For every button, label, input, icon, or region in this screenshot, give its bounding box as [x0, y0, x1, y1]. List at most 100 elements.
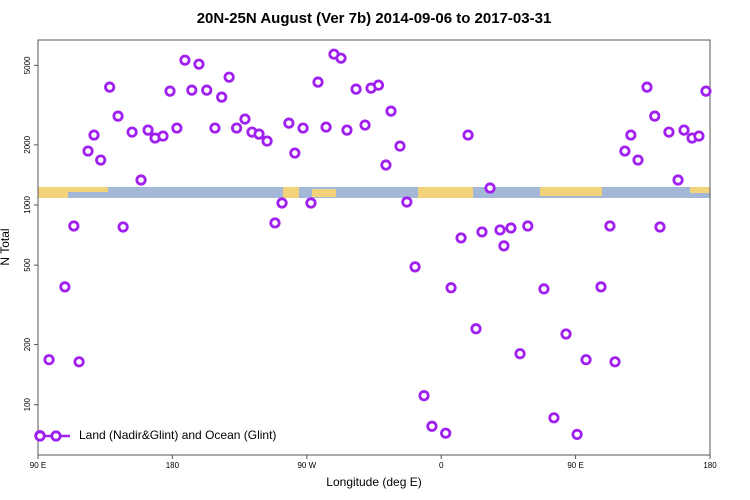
- data-point: [484, 182, 496, 194]
- map-band: [38, 187, 710, 198]
- data-point: [672, 174, 684, 186]
- data-point: [372, 79, 385, 91]
- data-point: [95, 154, 107, 166]
- data-point: [73, 356, 85, 368]
- data-point: [201, 84, 213, 96]
- legend: Land (Nadir&Glint) and Ocean (Glint): [34, 428, 276, 442]
- data-point: [604, 220, 616, 232]
- y-axis-label: N Total: [0, 228, 12, 265]
- data-point: [609, 356, 621, 368]
- data-point: [186, 84, 198, 96]
- data-point: [409, 261, 421, 273]
- data-point: [476, 226, 488, 238]
- data-point: [112, 110, 124, 122]
- data-point: [455, 232, 467, 244]
- data-point: [239, 113, 251, 125]
- data-point: [538, 283, 550, 295]
- data-point: [276, 197, 288, 209]
- data-point: [649, 110, 661, 122]
- data-point: [297, 122, 309, 134]
- legend-marker: [34, 430, 46, 442]
- y-tick-label: 5000: [23, 56, 32, 74]
- y-tick-label: 2000: [23, 135, 32, 153]
- data-point: [505, 222, 517, 234]
- data-point: [142, 124, 154, 136]
- data-point: [193, 58, 205, 70]
- data-point: [380, 159, 392, 171]
- data-point: [678, 124, 690, 136]
- data-point: [223, 71, 235, 83]
- data-point: [320, 121, 332, 133]
- x-tick-label: 180: [703, 461, 717, 470]
- data-point: [171, 122, 183, 134]
- x-tick-label: 180: [166, 461, 180, 470]
- data-point: [312, 76, 324, 88]
- data-point: [498, 240, 510, 252]
- data-point: [350, 83, 362, 95]
- data-point: [157, 130, 169, 142]
- data-point: [305, 197, 317, 209]
- data-point: [693, 130, 705, 142]
- legend-marker: [50, 430, 62, 442]
- data-point: [104, 81, 116, 93]
- legend-label: Land (Nadir&Glint) and Ocean (Glint): [79, 428, 276, 442]
- data-point: [654, 221, 666, 233]
- data-point: [231, 122, 243, 134]
- data-point: [571, 428, 583, 441]
- data-point: [359, 119, 371, 131]
- x-tick-label: 90 W: [297, 461, 316, 470]
- data-point: [261, 135, 273, 147]
- y-tick-label: 500: [23, 258, 32, 272]
- data-point: [595, 281, 607, 293]
- y-tick-label: 1000: [23, 196, 32, 214]
- data-point: [700, 85, 712, 97]
- data-point: [179, 54, 191, 66]
- data-point: [625, 129, 637, 141]
- x-axis-label: Longitude (deg E): [326, 475, 421, 489]
- y-tick-label: 100: [23, 397, 32, 411]
- data-point: [426, 420, 438, 432]
- data-point: [335, 52, 347, 64]
- data-point: [209, 122, 221, 134]
- data-point: [548, 412, 560, 424]
- data-point: [216, 91, 228, 103]
- data-point: [418, 390, 430, 402]
- data-point: [470, 323, 482, 335]
- data-point: [641, 81, 653, 93]
- data-point: [522, 220, 534, 232]
- data-point: [289, 147, 301, 159]
- data-point: [59, 281, 71, 293]
- data-point: [632, 154, 644, 166]
- data-point: [401, 196, 413, 208]
- x-tick-label: 90 E: [30, 461, 46, 470]
- data-point: [283, 117, 295, 129]
- chart-title: 20N-25N August (Ver 7b) 2014-09-06 to 20…: [197, 10, 552, 27]
- plot-frame: [37, 39, 711, 456]
- data-point: [269, 217, 281, 229]
- data-point: [619, 145, 631, 157]
- x-tick-label: 90 E: [567, 461, 583, 470]
- data-point: [445, 282, 457, 294]
- data-point: [440, 427, 452, 439]
- data-point: [494, 224, 506, 236]
- data-point: [82, 145, 94, 157]
- data-point: [580, 354, 592, 366]
- data-point: [663, 126, 675, 138]
- data-point: [135, 174, 147, 186]
- data-point: [253, 128, 265, 140]
- data-point: [164, 85, 176, 97]
- data-point: [560, 328, 572, 340]
- data-point: [462, 129, 474, 141]
- data-point: [68, 220, 80, 232]
- x-tick-label: 0: [439, 461, 444, 470]
- data-point: [394, 140, 406, 152]
- data-point: [514, 348, 526, 360]
- data-point: [341, 124, 353, 136]
- data-point: [88, 129, 100, 141]
- data-point: [385, 105, 397, 117]
- data-point: [43, 354, 55, 366]
- data-point: [126, 126, 138, 138]
- data-point: [117, 221, 129, 233]
- y-tick-label: 200: [23, 337, 32, 351]
